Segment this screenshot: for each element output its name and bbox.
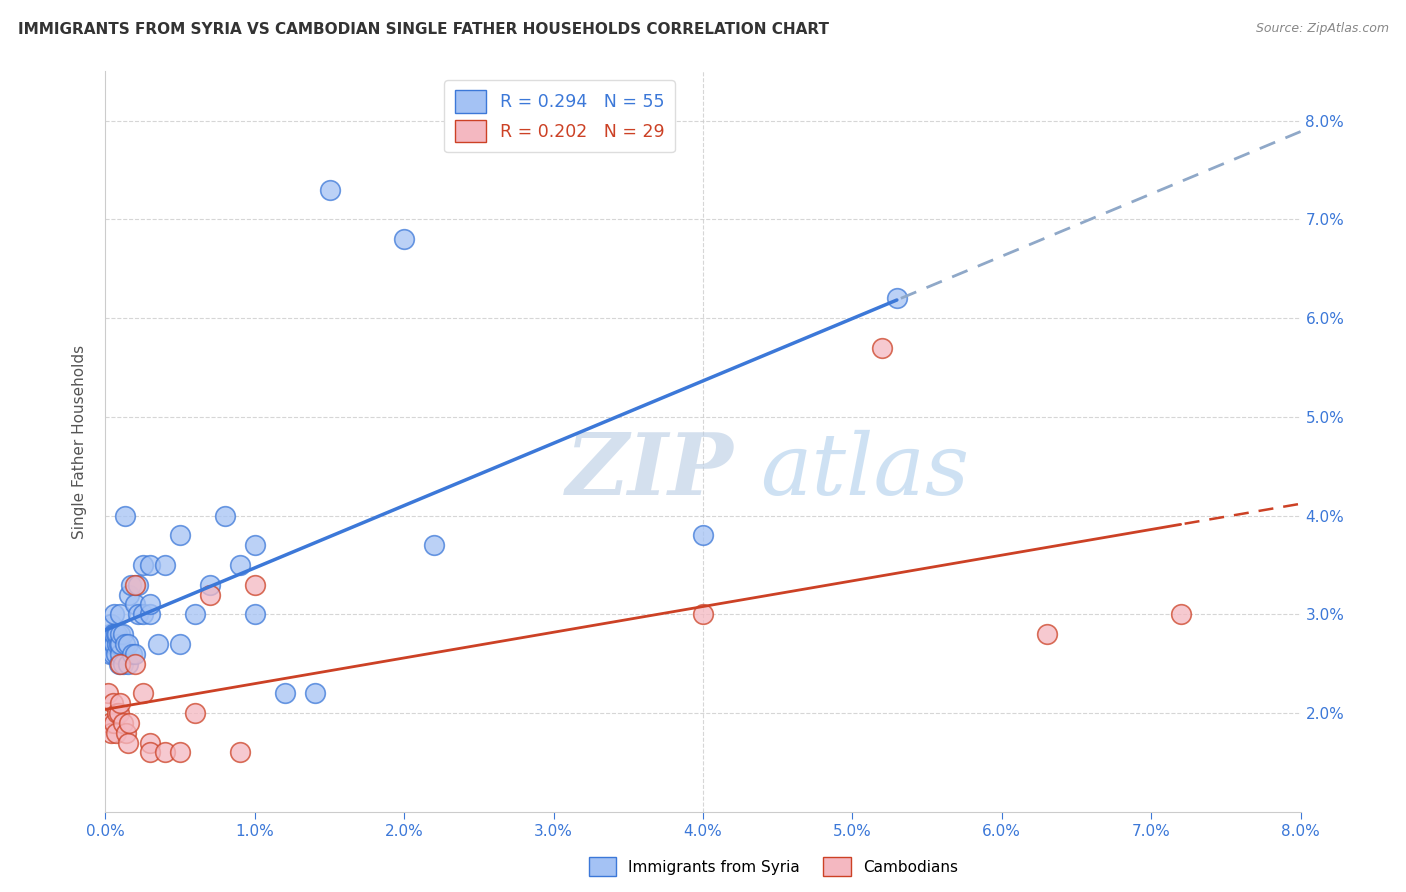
Point xyxy=(117,637,139,651)
Point xyxy=(114,508,136,523)
Text: ZIP: ZIP xyxy=(565,429,734,513)
Point xyxy=(101,696,124,710)
Point xyxy=(243,607,266,622)
Point xyxy=(103,627,125,641)
Point xyxy=(97,686,120,700)
Point xyxy=(110,696,132,710)
Point xyxy=(184,706,207,720)
Point xyxy=(184,607,207,622)
Point xyxy=(110,627,132,641)
Point xyxy=(107,637,129,651)
Point xyxy=(132,558,155,572)
Point xyxy=(110,657,132,671)
Legend: Immigrants from Syria, Cambodians: Immigrants from Syria, Cambodians xyxy=(582,851,965,882)
Point xyxy=(1170,607,1192,622)
Point xyxy=(139,746,162,760)
Text: IMMIGRANTS FROM SYRIA VS CAMBODIAN SINGLE FATHER HOUSEHOLDS CORRELATION CHART: IMMIGRANTS FROM SYRIA VS CAMBODIAN SINGL… xyxy=(18,22,830,37)
Point xyxy=(139,736,162,750)
Point xyxy=(423,538,446,552)
Point xyxy=(100,725,122,739)
Point xyxy=(169,746,191,760)
Point xyxy=(104,627,127,641)
Point xyxy=(692,528,714,542)
Point xyxy=(304,686,326,700)
Point xyxy=(118,715,141,730)
Point xyxy=(274,686,297,700)
Point xyxy=(155,558,177,572)
Point xyxy=(214,508,236,523)
Point xyxy=(124,657,146,671)
Point xyxy=(112,715,135,730)
Point xyxy=(100,617,122,632)
Point xyxy=(108,637,131,651)
Legend: R = 0.294   N = 55, R = 0.202   N = 29: R = 0.294 N = 55, R = 0.202 N = 29 xyxy=(444,80,675,153)
Point xyxy=(98,627,121,641)
Point xyxy=(98,715,121,730)
Point xyxy=(115,725,138,739)
Point xyxy=(127,577,149,591)
Point xyxy=(112,657,135,671)
Point xyxy=(108,657,131,671)
Point xyxy=(169,637,191,651)
Point xyxy=(98,647,121,661)
Point xyxy=(121,647,143,661)
Point xyxy=(103,637,125,651)
Point xyxy=(229,746,252,760)
Point xyxy=(394,232,416,246)
Point xyxy=(108,706,131,720)
Point xyxy=(127,607,149,622)
Point xyxy=(107,627,129,641)
Point xyxy=(169,528,191,542)
Point xyxy=(103,607,125,622)
Point xyxy=(110,647,132,661)
Point xyxy=(101,647,124,661)
Point xyxy=(243,577,266,591)
Point xyxy=(139,558,162,572)
Point xyxy=(692,607,714,622)
Point xyxy=(104,647,127,661)
Point xyxy=(124,577,146,591)
Point xyxy=(198,588,221,602)
Point xyxy=(117,657,139,671)
Point xyxy=(103,715,125,730)
Point xyxy=(132,686,155,700)
Point xyxy=(1035,627,1057,641)
Point xyxy=(886,292,908,306)
Point xyxy=(139,598,162,612)
Point xyxy=(870,341,894,355)
Point xyxy=(120,577,142,591)
Point xyxy=(318,183,340,197)
Point xyxy=(97,637,120,651)
Point xyxy=(198,577,221,591)
Point xyxy=(117,736,139,750)
Point xyxy=(101,627,124,641)
Point xyxy=(112,627,135,641)
Point xyxy=(110,637,132,651)
Point xyxy=(155,746,177,760)
Point xyxy=(124,647,146,661)
Point xyxy=(104,725,127,739)
Point xyxy=(146,637,169,651)
Point xyxy=(107,706,129,720)
Text: atlas: atlas xyxy=(761,430,970,513)
Point xyxy=(243,538,266,552)
Point xyxy=(124,598,146,612)
Point xyxy=(118,588,141,602)
Point xyxy=(114,637,136,651)
Point xyxy=(132,607,155,622)
Point xyxy=(110,607,132,622)
Point xyxy=(229,558,252,572)
Text: Source: ZipAtlas.com: Source: ZipAtlas.com xyxy=(1256,22,1389,36)
Point xyxy=(139,607,162,622)
Point xyxy=(100,637,122,651)
Y-axis label: Single Father Households: Single Father Households xyxy=(72,344,87,539)
